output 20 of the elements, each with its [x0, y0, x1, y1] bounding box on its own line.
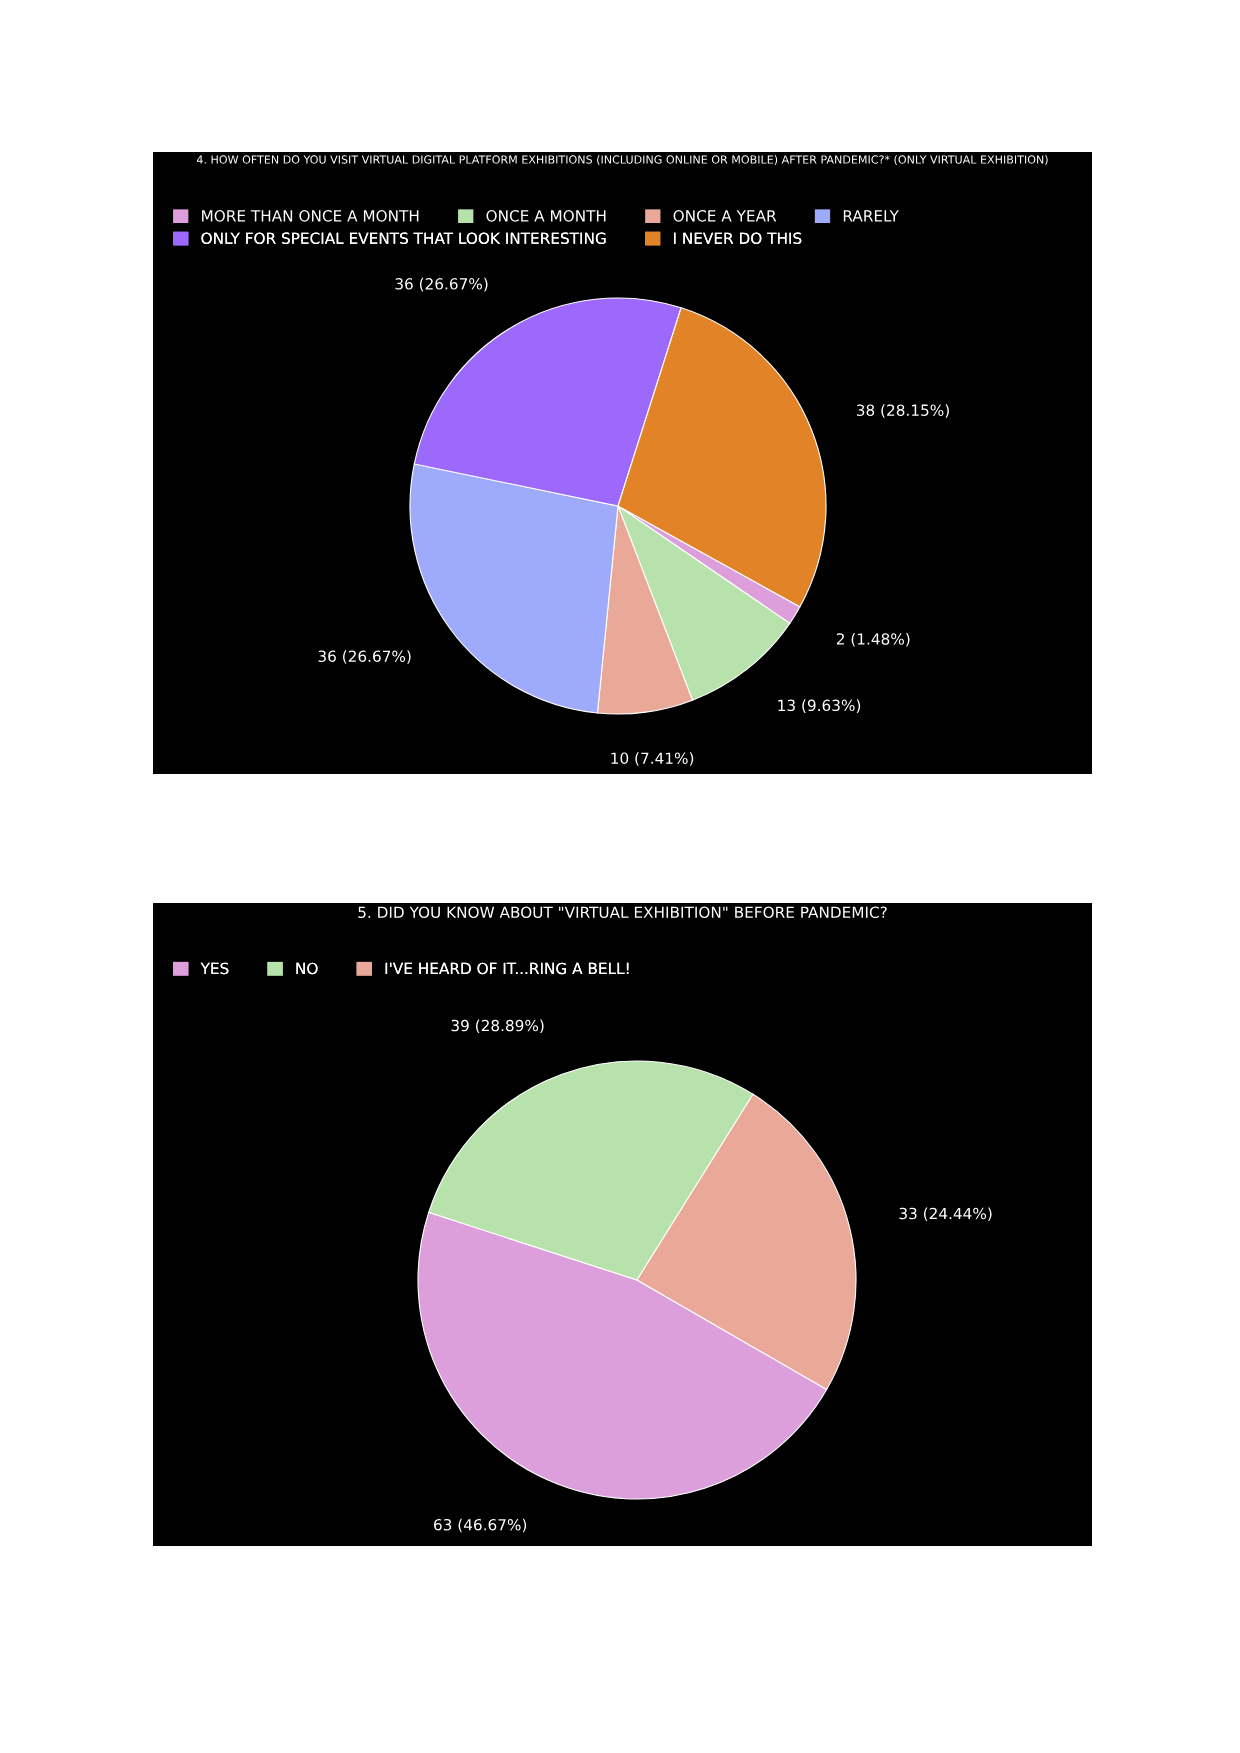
- chart-title: 4. HOW OFTEN DO YOU VISIT VIRTUAL DIGITAL PLATFORM EXHIBITIONS (INCLUDING ONLINE OR MOBILE) AFTER PANDEMIC?* (ONLY VIRTUAL EXHIBITION): [196, 155, 1048, 166]
- legend-label: YES: [200, 962, 229, 975]
- legend-label: I NEVER DO THIS: [673, 232, 802, 245]
- data-label: 36 (26.67%): [395, 277, 488, 292]
- data-label: 63 (46.67%): [434, 1518, 527, 1533]
- data-label: 36 (26.67%): [318, 650, 411, 664]
- data-label: 39 (28.89%): [451, 1019, 544, 1034]
- legend-label: ONCE A YEAR: [673, 210, 777, 222]
- data-label: 2 (1.48%): [836, 632, 910, 647]
- legend-label: NO: [296, 962, 318, 975]
- legend-label: ONCE A MONTH: [486, 210, 606, 222]
- legend-label: MORE THAN ONCE A MONTH: [202, 210, 419, 222]
- legend-label: RARELY: [843, 210, 899, 222]
- chart-title: 5. DID YOU KNOW ABOUT "VIRTUAL EXHIBITION" BEFORE PANDEMIC?: [358, 906, 887, 919]
- legend-label: I'VE HEARD OF IT...RING A BELL!: [385, 962, 629, 975]
- data-label: 10 (7.41%): [611, 752, 694, 766]
- legend-label: ONLY FOR SPECIAL EVENTS THAT LOOK INTERESTING: [201, 232, 606, 245]
- data-label: 38 (28.15%): [856, 404, 949, 418]
- data-label: 13 (9.63%): [778, 699, 861, 713]
- data-label: 33 (24.44%): [899, 1207, 992, 1222]
